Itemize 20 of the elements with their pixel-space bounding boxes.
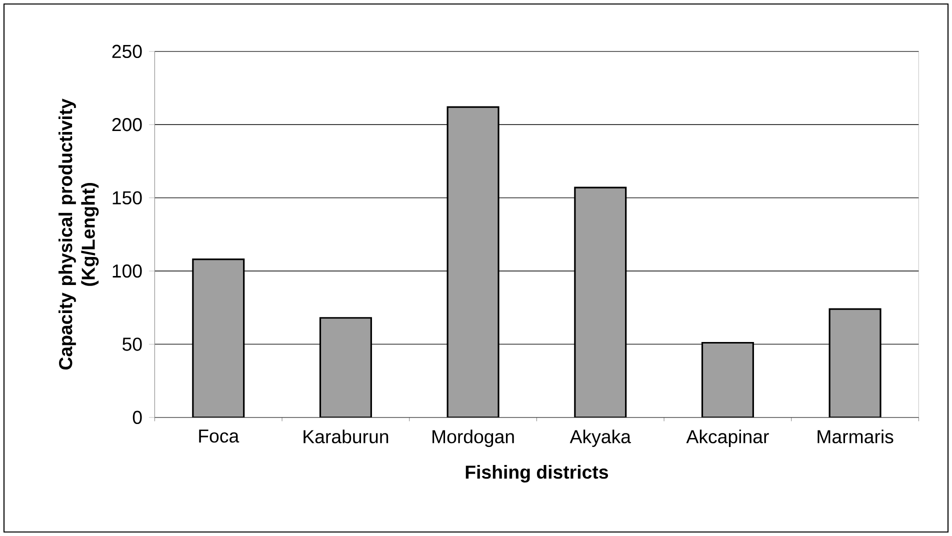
y-axis-title: Capacity physical productivity (Kg/Lenght) xyxy=(58,98,99,370)
x-tick-label: Foca xyxy=(199,430,240,443)
y-tick-label: 250 xyxy=(112,44,142,58)
y-tick-label: 200 xyxy=(112,118,142,132)
x-tick-label: Karaburun xyxy=(304,430,388,444)
y-tick-label: 0 xyxy=(132,410,142,424)
bar xyxy=(192,258,245,418)
bar xyxy=(701,342,754,418)
y-tick-label: 100 xyxy=(112,264,142,278)
y-tick-label: 150 xyxy=(112,191,142,204)
x-tick-label: Marmaris xyxy=(818,430,894,444)
x-axis-title: Fishing districts xyxy=(466,465,608,483)
bar xyxy=(446,106,500,418)
bar xyxy=(574,186,627,418)
x-tick-label: Mordogan xyxy=(432,430,514,447)
x-tick-label: Akyaka xyxy=(570,430,631,447)
bar xyxy=(319,317,372,418)
y-tick-label: 50 xyxy=(122,338,142,351)
x-tick-label: Akcapinar xyxy=(686,430,769,447)
bar xyxy=(828,308,882,418)
